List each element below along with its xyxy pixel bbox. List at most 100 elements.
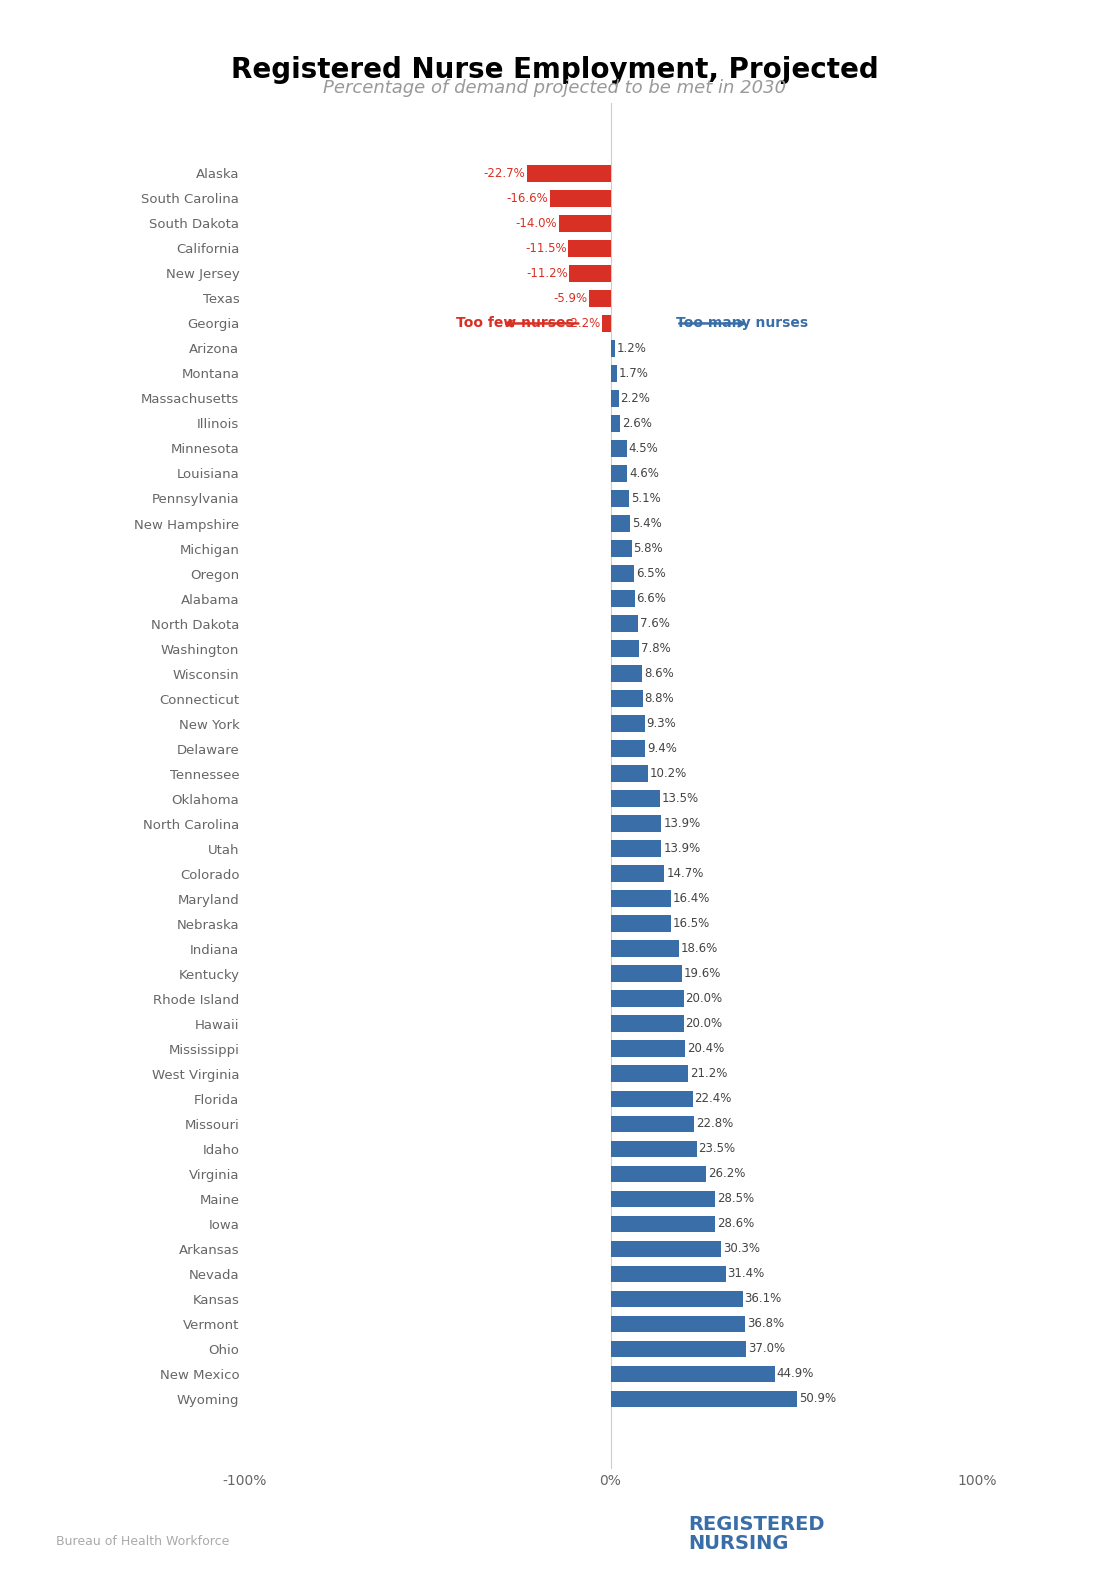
Bar	[610, 340, 615, 357]
Text: 14.7%: 14.7%	[666, 867, 704, 880]
Bar	[610, 940, 678, 956]
Bar	[610, 1340, 746, 1356]
Text: 30.3%: 30.3%	[724, 1242, 760, 1255]
Bar	[610, 1115, 694, 1132]
Bar	[610, 491, 629, 507]
Text: 9.3%: 9.3%	[646, 718, 676, 730]
Text: 4.6%: 4.6%	[629, 467, 659, 480]
Text: 8.8%: 8.8%	[645, 692, 674, 705]
Text: Percentage of demand projected to be met in 2030: Percentage of demand projected to be met…	[323, 79, 787, 97]
Bar	[610, 791, 660, 807]
Bar	[610, 565, 634, 581]
Text: 20.0%: 20.0%	[686, 1016, 723, 1031]
Bar	[610, 640, 639, 657]
Text: 7.8%: 7.8%	[640, 642, 670, 654]
Text: 22.8%: 22.8%	[696, 1116, 733, 1131]
Text: 20.0%: 20.0%	[686, 992, 723, 1005]
Bar	[610, 915, 670, 932]
Bar	[610, 991, 684, 1007]
Text: -2.2%: -2.2%	[566, 318, 601, 330]
Text: -14.0%: -14.0%	[516, 218, 557, 230]
Bar	[610, 465, 627, 481]
Text: 36.1%: 36.1%	[745, 1293, 781, 1305]
Text: 13.5%: 13.5%	[662, 792, 699, 805]
Bar	[610, 891, 670, 907]
Bar	[610, 1191, 715, 1207]
Bar	[610, 1166, 706, 1181]
Text: Too many nurses: Too many nurses	[676, 316, 808, 330]
Text: 13.9%: 13.9%	[664, 818, 700, 831]
Text: 19.6%: 19.6%	[684, 967, 722, 980]
Text: 44.9%: 44.9%	[777, 1367, 814, 1380]
Bar	[610, 740, 645, 756]
Bar	[610, 1140, 697, 1156]
Bar	[610, 1066, 688, 1081]
Text: -16.6%: -16.6%	[506, 192, 548, 205]
Text: 10.2%: 10.2%	[649, 767, 687, 780]
Bar	[610, 440, 627, 457]
Text: 28.5%: 28.5%	[717, 1193, 754, 1205]
Bar	[610, 365, 617, 381]
Text: -11.2%: -11.2%	[526, 267, 567, 279]
Text: 37.0%: 37.0%	[748, 1342, 785, 1355]
Text: -11.5%: -11.5%	[525, 241, 566, 256]
Text: 1.2%: 1.2%	[617, 341, 647, 356]
Bar	[568, 240, 611, 257]
Text: 5.1%: 5.1%	[630, 492, 660, 505]
Text: 1.7%: 1.7%	[618, 367, 648, 380]
Text: 9.4%: 9.4%	[647, 742, 677, 754]
Bar	[603, 316, 610, 332]
Bar	[610, 716, 645, 732]
Bar	[559, 216, 611, 232]
Bar	[610, 540, 632, 557]
Bar	[610, 1040, 685, 1056]
Text: 4.5%: 4.5%	[628, 441, 658, 456]
Bar	[610, 1240, 722, 1256]
Bar	[610, 665, 642, 681]
Bar	[610, 1366, 775, 1382]
Text: 21.2%: 21.2%	[690, 1067, 727, 1080]
Text: 7.6%: 7.6%	[640, 618, 670, 630]
Bar	[610, 1291, 743, 1307]
Text: 26.2%: 26.2%	[708, 1167, 746, 1180]
Text: 50.9%: 50.9%	[799, 1393, 836, 1405]
Bar	[610, 516, 630, 532]
Text: Bureau of Health Workforce: Bureau of Health Workforce	[56, 1536, 229, 1548]
Bar	[610, 765, 648, 781]
Text: 8.6%: 8.6%	[644, 667, 674, 680]
Bar	[569, 265, 611, 281]
Bar	[610, 1391, 797, 1407]
Bar	[527, 165, 611, 181]
Text: 6.5%: 6.5%	[636, 567, 666, 580]
Bar	[610, 865, 665, 881]
Bar	[610, 1266, 726, 1282]
Text: 23.5%: 23.5%	[698, 1142, 736, 1154]
Text: 5.8%: 5.8%	[634, 542, 663, 556]
Text: 16.4%: 16.4%	[673, 892, 709, 905]
Text: 2.6%: 2.6%	[622, 418, 652, 430]
Bar	[610, 840, 662, 856]
Text: 13.9%: 13.9%	[664, 842, 700, 854]
Text: 28.6%: 28.6%	[717, 1216, 755, 1231]
Text: 20.4%: 20.4%	[687, 1042, 725, 1054]
Bar	[610, 616, 638, 632]
Text: Registered Nurse Employment, Projected: Registered Nurse Employment, Projected	[231, 56, 879, 84]
Text: REGISTERED
NURSING: REGISTERED NURSING	[688, 1515, 825, 1553]
Text: 5.4%: 5.4%	[632, 518, 662, 530]
Bar	[610, 691, 643, 707]
Text: Too few nurses: Too few nurses	[456, 316, 574, 330]
Bar	[610, 1091, 693, 1107]
Text: 18.6%: 18.6%	[680, 942, 718, 954]
Text: 2.2%: 2.2%	[620, 392, 650, 405]
Bar	[610, 816, 662, 832]
Bar	[610, 391, 618, 407]
Text: -5.9%: -5.9%	[553, 292, 587, 305]
Text: 6.6%: 6.6%	[636, 592, 666, 605]
Bar	[610, 416, 620, 432]
Text: 31.4%: 31.4%	[727, 1267, 765, 1280]
Bar	[610, 1315, 745, 1332]
Bar	[610, 591, 635, 607]
Bar	[589, 291, 611, 306]
Bar	[610, 1015, 684, 1032]
Bar	[610, 966, 683, 981]
